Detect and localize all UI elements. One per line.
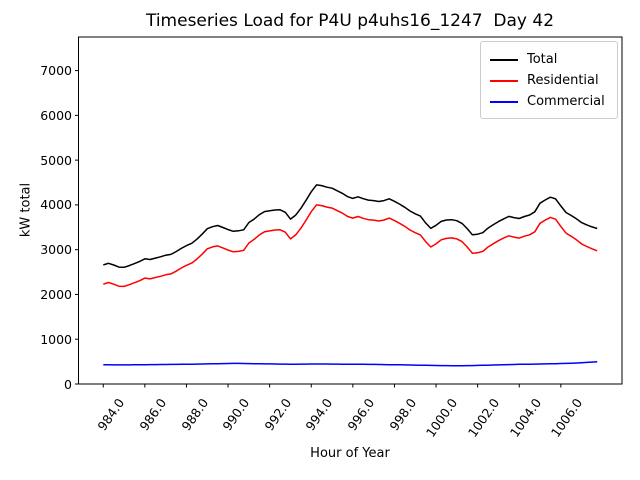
y-tick-label: 4000 [40,197,72,213]
commercial-line [103,360,598,367]
residential-line [103,204,598,288]
legend-label-residential: Residential [527,72,599,88]
commercial-line-swatch [490,100,518,103]
residential-line-swatch [490,79,518,82]
axes-box [78,36,623,385]
total-line [103,184,598,269]
chart-title: Timeseries Load for P4U p4uhs16_1247 Day… [145,11,555,31]
y-tick-label: 2000 [40,286,72,302]
y-tick-label: 3000 [40,242,72,258]
total-line-swatch [490,58,518,61]
y-tick-label: 7000 [40,63,72,79]
x-axis-label: Hour of Year [310,446,390,461]
legend-item-residential: Residential [490,70,608,91]
y-tick-label: 1000 [40,331,72,347]
legend-label-commercial: Commercial [527,93,605,109]
legend-item-commercial: Commercial [490,91,608,112]
y-tick-label: 0 [64,376,72,392]
legend-label-total: Total [527,51,558,67]
y-tick-label: 5000 [40,152,72,168]
y-tick-label: 6000 [40,107,72,123]
legend-item-total: Total [490,49,608,70]
legend: Total Residential Commercial [480,41,618,119]
